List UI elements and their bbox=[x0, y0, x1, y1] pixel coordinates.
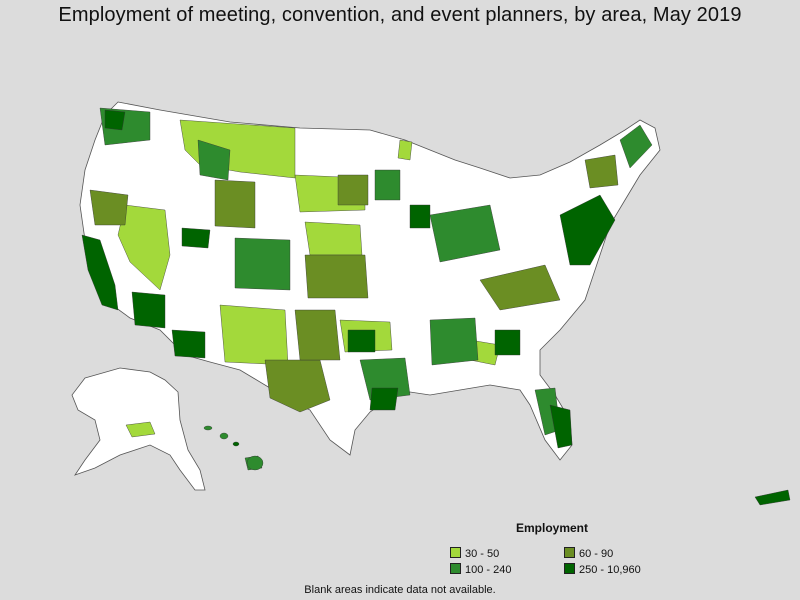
area-dallas bbox=[347, 329, 376, 353]
area-arizona-tucson bbox=[171, 329, 206, 359]
legend-swatch-60-90 bbox=[564, 547, 575, 558]
legend-swatch-250-10960 bbox=[564, 563, 575, 574]
area-ohio-valley bbox=[429, 204, 501, 263]
area-idaho bbox=[197, 139, 231, 181]
area-appalachia bbox=[479, 264, 561, 311]
map-legend: Employment 30 - 50 60 - 90 100 - 240 250… bbox=[450, 521, 650, 581]
legend-item-60-90: 60 - 90 bbox=[564, 547, 613, 560]
area-wisconsin bbox=[374, 169, 401, 201]
legend-label-30-50: 30 - 50 bbox=[465, 548, 500, 560]
area-patches bbox=[81, 107, 791, 506]
area-kansas bbox=[304, 254, 369, 299]
legend-label-100-240: 100 - 240 bbox=[465, 564, 512, 576]
legend-swatch-100-240 bbox=[450, 563, 461, 574]
area-southeast bbox=[429, 317, 479, 366]
footnote: Blank areas indicate data not available. bbox=[304, 584, 496, 596]
legend-label-250-10960: 250 - 10,960 bbox=[579, 564, 641, 576]
area-minnesota bbox=[337, 174, 369, 206]
hawaii-islands bbox=[203, 425, 264, 471]
area-new-england-north bbox=[584, 154, 619, 189]
legend-item-30-50: 30 - 50 bbox=[450, 547, 499, 560]
legend-title: Employment bbox=[516, 521, 589, 535]
area-denver bbox=[181, 227, 211, 249]
area-michigan-north bbox=[397, 139, 413, 161]
area-california-coast bbox=[81, 234, 119, 311]
area-nebraska bbox=[304, 221, 363, 256]
area-arizona-phoenix bbox=[131, 291, 166, 329]
area-oregon-east bbox=[89, 189, 129, 226]
area-texas-panhandle bbox=[294, 309, 341, 361]
area-maine bbox=[619, 124, 653, 169]
page-title: Employment of meeting, convention, and e… bbox=[58, 4, 742, 26]
area-nevada bbox=[117, 204, 171, 291]
area-chicago bbox=[409, 204, 431, 229]
area-new-mexico bbox=[219, 304, 289, 366]
legend-item-250-10960: 250 - 10,960 bbox=[564, 563, 641, 576]
area-colorado bbox=[234, 237, 291, 291]
area-houston bbox=[369, 387, 399, 411]
area-puerto-rico bbox=[754, 489, 791, 506]
area-seattle bbox=[104, 109, 126, 131]
area-florida-east bbox=[549, 404, 573, 449]
legend-label-60-90: 60 - 90 bbox=[579, 548, 614, 560]
area-atlanta bbox=[494, 329, 521, 356]
legend-item-100-240: 100 - 240 bbox=[450, 563, 511, 576]
legend-swatch-30-50 bbox=[450, 547, 461, 558]
area-wyoming bbox=[214, 179, 256, 229]
alaska-south-area bbox=[125, 421, 156, 438]
area-northeast-corridor bbox=[559, 194, 616, 266]
